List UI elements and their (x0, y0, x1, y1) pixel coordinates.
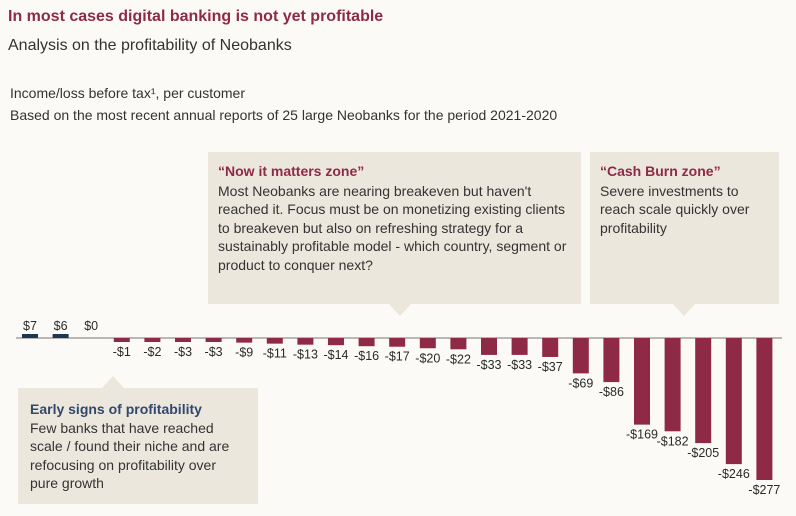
chart-subtitle: Analysis on the profitability of Neobank… (8, 37, 292, 54)
bar-label-20: -$169 (626, 428, 658, 442)
bar-13 (419, 338, 436, 349)
bar-8 (266, 338, 283, 344)
now-it-matters-title: “Now it matters zone” (218, 163, 365, 179)
bar-10 (328, 338, 344, 346)
bar-5 (175, 338, 191, 342)
bar-label-4: -$2 (143, 345, 161, 359)
bar-21 (664, 338, 681, 432)
bar-12 (389, 338, 406, 347)
bar-20 (634, 338, 650, 425)
bar-label-24: -$277 (748, 483, 780, 497)
bar-label-15: -$33 (476, 358, 501, 372)
bar-18 (572, 338, 589, 374)
bar-label-8: -$11 (263, 347, 287, 361)
bar-label-22: -$205 (687, 446, 719, 460)
bar-label-14: -$22 (446, 352, 471, 366)
bar-label-11: -$16 (354, 349, 379, 363)
bar-label-19: -$86 (599, 385, 624, 399)
bar-label-2: $0 (84, 319, 98, 333)
early-signs-title: Early signs of profitability (30, 401, 202, 417)
bar-label-21: -$182 (657, 434, 689, 448)
bar-label-9: -$13 (293, 348, 318, 362)
bar-label-0: $7 (23, 319, 37, 333)
bar-label-5: -$3 (174, 345, 192, 359)
early-signs-callout: Early signs of profitability Few banks t… (18, 388, 258, 504)
cash-burn-pointer (673, 304, 695, 316)
bar-label-3: -$1 (113, 345, 131, 359)
now-it-matters-callout: “Now it matters zone” Most Neobanks are … (208, 152, 581, 304)
cash-burn-callout: “Cash Burn zone” Severe investments to r… (590, 152, 779, 304)
now-it-matters-pointer (389, 304, 411, 316)
early-signs-text: Few banks that have reached scale / foun… (30, 419, 230, 492)
bar-label-6: -$3 (205, 345, 223, 359)
bar-label-18: -$69 (568, 376, 593, 390)
bar-23 (725, 338, 742, 465)
bar-11 (358, 338, 375, 347)
bar-6 (205, 338, 222, 342)
bar-label-13: -$20 (415, 351, 440, 365)
now-it-matters-text: Most Neobanks are nearing breakeven but … (218, 182, 567, 273)
bar-16 (511, 338, 528, 355)
bar-label-12: -$17 (385, 350, 410, 364)
bar-14 (450, 338, 467, 350)
bar-4 (144, 338, 161, 342)
source-label: Based on the most recent annual reports … (10, 107, 558, 123)
bar-15 (481, 338, 497, 355)
bar-label-17: -$37 (538, 360, 563, 374)
bar-label-10: -$14 (323, 348, 348, 362)
bar-7 (236, 338, 253, 343)
bar-1 (52, 334, 69, 338)
bar-label-23: -$246 (718, 467, 750, 481)
bar-label-7: -$9 (235, 346, 253, 360)
bar-22 (695, 338, 712, 444)
bar-19 (603, 338, 620, 383)
cash-burn-title: “Cash Burn zone” (600, 163, 721, 179)
early-signs-pointer (102, 376, 124, 388)
bar-24 (756, 338, 773, 480)
cash-burn-text: Severe investments to reach scale quickl… (600, 182, 750, 236)
bar-17 (542, 338, 559, 357)
bar-3 (113, 338, 130, 342)
bar-9 (297, 338, 314, 345)
chart-title: In most cases digital banking is not yet… (8, 8, 384, 25)
measure-label: Income/loss before tax¹, per customer (10, 85, 245, 101)
bar-label-16: -$33 (507, 358, 532, 372)
bar-label-1: $6 (54, 319, 68, 333)
bar-0 (22, 334, 38, 338)
